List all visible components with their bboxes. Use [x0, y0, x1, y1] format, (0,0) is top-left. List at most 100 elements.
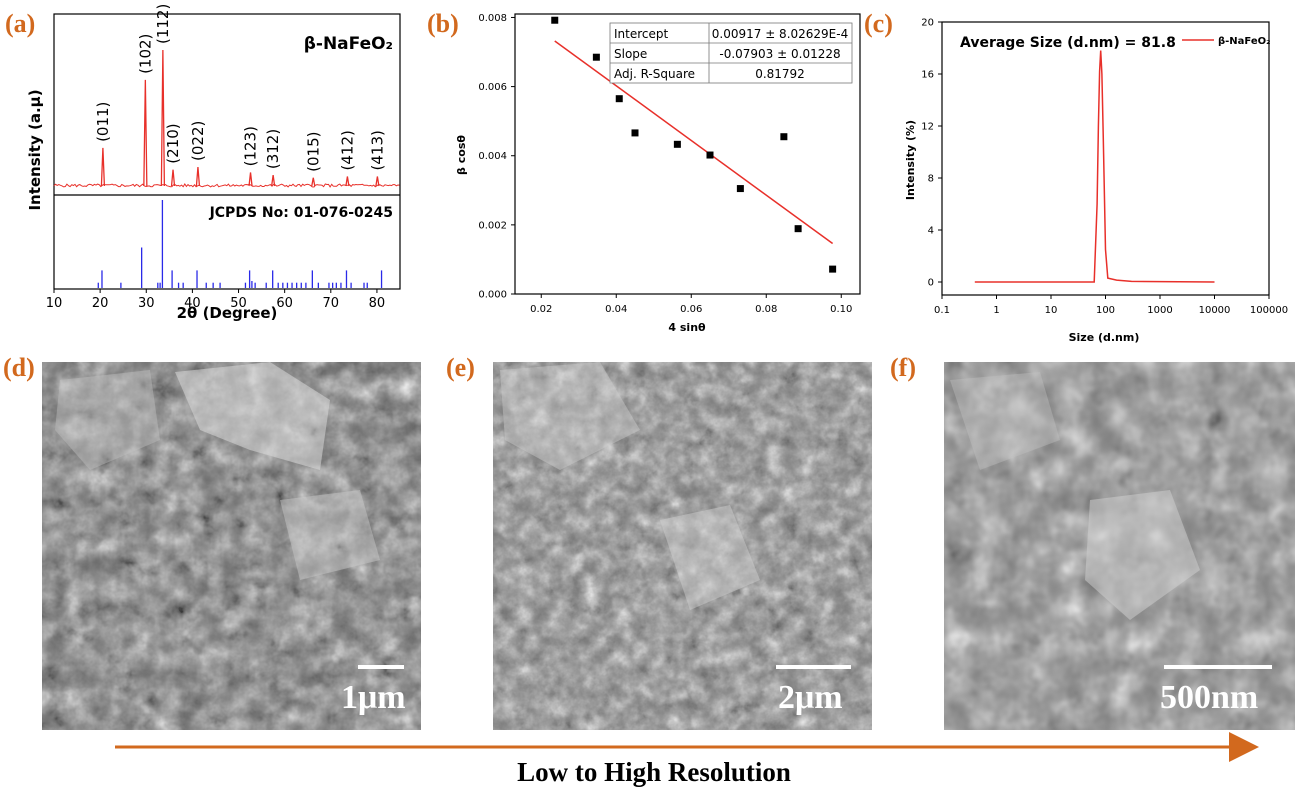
xrd-peak-label: (015): [304, 131, 322, 171]
xrd-peak: [143, 79, 148, 187]
wh-points: [551, 16, 837, 273]
data-point: [615, 95, 623, 103]
sem-image-e: 2μm: [493, 362, 872, 730]
panel-label-a: (a): [5, 9, 35, 38]
sem-particle: [660, 505, 760, 610]
x-tick-label: 0.1: [934, 305, 950, 316]
wh-y-label: β cosθ: [455, 135, 468, 175]
y-tick-label: 16: [921, 70, 934, 81]
sem-image-f: 500nm: [944, 362, 1295, 730]
data-point: [780, 133, 788, 141]
data-point: [592, 53, 600, 61]
xrd-peak-label: (210): [164, 123, 182, 163]
x-tick-label: 0.08: [755, 304, 777, 315]
xrd-peak: [100, 147, 106, 187]
x-tick-label: 10: [1045, 305, 1058, 316]
sem-particle: [1085, 490, 1200, 620]
xrd-x-label: 2θ (Degree): [177, 304, 278, 322]
y-tick-label: 0.008: [478, 13, 507, 24]
xrd-title: β-NaFeO₂: [304, 34, 393, 54]
xrd-peak: [170, 169, 176, 187]
fit-table-value: -0.07903 ± 0.01228: [719, 47, 840, 61]
data-point: [631, 129, 639, 137]
fit-table-value: 0.81792: [755, 67, 805, 81]
dls-ticks: 0.1 1 10 100 1000 10000 100000 0 4 8 12 16 20: [921, 18, 1288, 317]
y-tick-label: 0.002: [478, 220, 507, 231]
x-tick-label: 40: [184, 296, 201, 311]
x-tick-label: 0.04: [605, 304, 627, 315]
wh-x-label: 4 sinθ: [668, 321, 706, 334]
xrd-peak-label: (022): [189, 121, 207, 161]
xrd-peak: [195, 166, 201, 187]
wh-chart: 0.02 0.04 0.06 0.08 0.10 0.000 0.002 0.004 0.006…: [455, 13, 861, 334]
xrd-peak-label: (413): [368, 130, 386, 170]
sem-particle: [175, 362, 330, 470]
panel-label-d: (d): [3, 353, 35, 382]
x-tick-label: 20: [92, 296, 109, 311]
xrd-y-label: Intensity (a.μ): [26, 89, 44, 210]
scale-label: 1μm: [341, 679, 406, 716]
dls-line: [974, 50, 1215, 283]
dls-y-label: Intensity (%): [904, 120, 917, 200]
y-tick-label: 0.004: [478, 151, 507, 162]
x-tick-label: 60: [276, 296, 293, 311]
y-tick-label: 20: [921, 18, 934, 29]
y-tick-label: 0.006: [478, 82, 507, 93]
x-tick-label: 1: [993, 305, 999, 316]
fit-table-label: Adj. R-Square: [614, 67, 695, 81]
wh-fit-line: [554, 40, 834, 245]
figure-caption: Low to High Resolution: [517, 757, 791, 787]
xrd-peak: [160, 49, 166, 187]
y-tick-label: 8: [928, 174, 934, 185]
xrd-peak-label: (102): [136, 34, 154, 74]
xrd-x-ticks: 10 20 30 40 50 60 70 80: [46, 289, 385, 311]
fit-table-label: Slope: [614, 47, 647, 61]
xrd-peak-labels: (011) (102)(112) (210) (022) (123) (312) (015)…: [94, 4, 386, 172]
xrd-frame: [53, 13, 401, 290]
xrd-reference-lines: [97, 200, 383, 288]
sem-particle: [950, 372, 1060, 470]
data-point: [673, 140, 681, 148]
xrd-peak-label: (412): [338, 130, 356, 170]
fit-line: [554, 40, 834, 245]
x-tick-label: 100: [1096, 305, 1115, 316]
xrd-peak: [375, 176, 380, 187]
y-tick-label: 0.000: [478, 290, 507, 301]
dls-chart: 0.1 1 10 100 1000 10000 100000 0 4 8 12 16 20 Averag…: [904, 18, 1288, 345]
x-tick-label: 10000: [1199, 305, 1231, 316]
panel-label-f: (f): [890, 353, 916, 382]
fit-table-value: 0.00917 ± 8.02629E-4: [712, 27, 848, 41]
x-tick-label: 1000: [1147, 305, 1172, 316]
sem-image-d: 1μm: [42, 362, 421, 730]
x-tick-label: 10: [46, 296, 63, 311]
data-point: [829, 265, 837, 273]
wh-frame: [514, 13, 861, 295]
y-tick-label: 0: [928, 278, 934, 289]
xrd-peak-label: (011): [94, 102, 112, 142]
x-tick-label: 0.10: [830, 304, 852, 315]
x-tick-label: 70: [323, 296, 340, 311]
data-point: [706, 151, 714, 159]
xrd-peak: [270, 175, 276, 187]
fit-table: Intercept 0.00917 ± 8.02629E-4 Slope -0.…: [609, 22, 853, 84]
xrd-peak: [248, 172, 253, 187]
x-tick-label: 50: [230, 296, 247, 311]
xrd-peak-label: (123): [242, 126, 260, 166]
x-tick-label: 80: [369, 296, 386, 311]
xrd-peak: [311, 177, 316, 187]
sem-particle: [55, 370, 160, 470]
scale-label: 2μm: [778, 679, 843, 716]
x-tick-label: 100000: [1250, 305, 1288, 316]
panel-label-b: (b): [427, 9, 459, 38]
wh-ticks: 0.02 0.04 0.06 0.08 0.10 0.000 0.002 0.004 0.006…: [478, 13, 852, 315]
scale-label: 500nm: [1160, 679, 1258, 716]
sem-particle: [500, 362, 640, 470]
xrd-peak-label: (112): [154, 4, 172, 44]
x-tick-label: 30: [138, 296, 155, 311]
data-point: [551, 16, 559, 24]
xrd-peak: [345, 176, 350, 187]
y-tick-label: 12: [921, 122, 934, 133]
data-point: [736, 185, 744, 193]
dls-annotation: Average Size (d.nm) = 81.8: [960, 35, 1176, 51]
x-tick-label: 0.06: [680, 304, 702, 315]
